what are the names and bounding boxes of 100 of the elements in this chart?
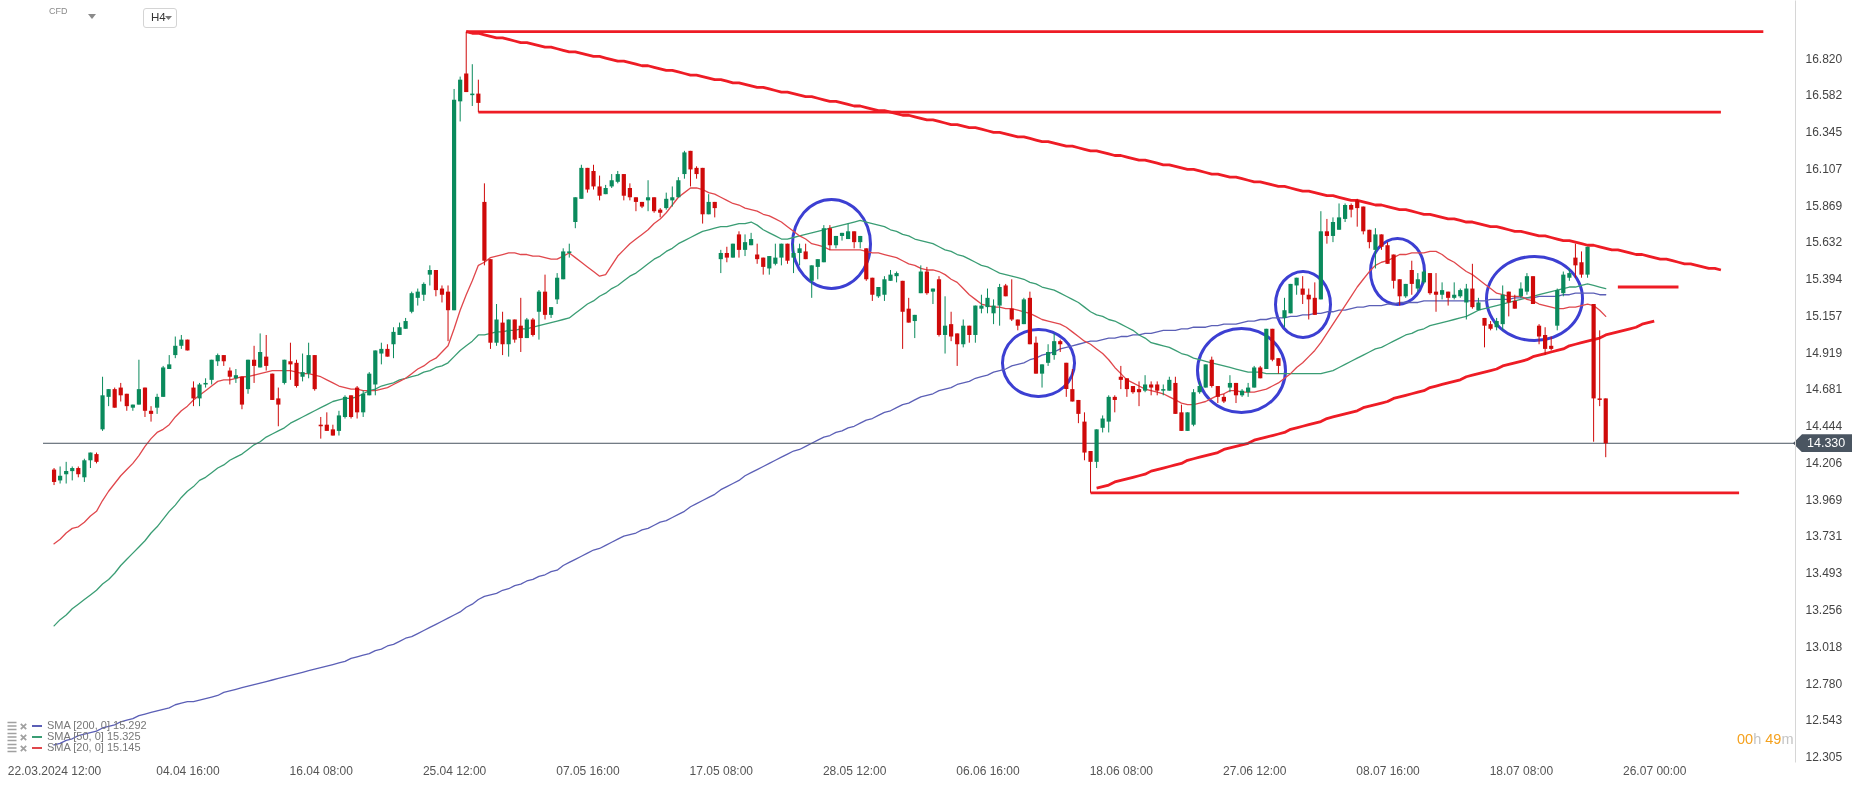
candlestick (512, 319, 517, 344)
candlestick (1561, 271, 1566, 297)
candlestick (324, 411, 329, 432)
candlestick (82, 458, 87, 483)
x-tick-label: 18.06 08:00 (1089, 763, 1154, 778)
x-tick-label: 28.05 12:00 (822, 763, 887, 778)
annotation: H4 (151, 11, 166, 24)
candlestick (645, 179, 651, 212)
candlestick (670, 185, 675, 208)
candlestick (1464, 283, 1469, 320)
x-tick-label: 16.04 08:00 (289, 763, 354, 778)
candlestick (1330, 216, 1336, 243)
candlestick (767, 255, 772, 276)
candlestick (500, 311, 505, 356)
x-tick-label: 04.04 16:00 (156, 763, 220, 778)
candlestick (282, 359, 287, 385)
candlestick (427, 264, 432, 286)
candlestick (433, 269, 439, 297)
candlestick (961, 319, 966, 348)
candlestick (1324, 218, 1330, 245)
y-tick-label: 13.493 (1805, 566, 1843, 581)
candlestick (421, 281, 426, 302)
y-tick-label: 13.018 (1805, 639, 1843, 654)
candlestick (439, 284, 445, 303)
x-tick-label: 26.07 00:00 (1623, 763, 1687, 778)
candlestick (749, 232, 754, 246)
candlestick (949, 311, 954, 342)
candlestick (1524, 272, 1530, 296)
candlestick (724, 246, 729, 263)
candlestick (621, 173, 626, 201)
candlestick (379, 342, 384, 365)
candlestick (1070, 368, 1075, 402)
candlestick (1415, 272, 1420, 293)
candlestick (718, 249, 723, 274)
y-tick-label: 16.582 (1805, 88, 1843, 103)
candlestick (1227, 374, 1233, 393)
candlestick (633, 196, 639, 212)
candlestick (1409, 260, 1414, 296)
x-tick-label: 27.06 12:00 (1222, 763, 1287, 778)
candlestick (445, 284, 451, 342)
y-tick-label: 16.820 (1805, 51, 1843, 66)
candlestick (1373, 227, 1378, 269)
candlestick (1439, 281, 1445, 300)
candlestick (348, 394, 354, 420)
x-tick-label: 06.06 16:00 (956, 763, 1021, 778)
candlestick (997, 283, 1002, 327)
candlestick (773, 243, 778, 266)
candlestick (1136, 380, 1142, 407)
candlestick (797, 243, 802, 266)
candlestick (409, 291, 414, 314)
candlestick (1124, 377, 1129, 398)
candlestick (197, 382, 202, 407)
candlestick (494, 303, 499, 347)
y-tick-label: 14.444 (1805, 419, 1843, 434)
candlestick (924, 266, 929, 296)
candlestick (1179, 404, 1184, 432)
candlestick (300, 353, 305, 382)
x-tick-label: 17.05 08:00 (689, 763, 754, 778)
candlestick (476, 79, 481, 113)
candlestick (918, 264, 923, 294)
y-tick-label: 14.681 (1805, 382, 1843, 397)
y-tick-label: 12.780 (1805, 676, 1843, 691)
candlestick (536, 289, 542, 341)
candlestick (815, 258, 820, 280)
candlestick (148, 405, 154, 423)
candlestick (845, 223, 851, 240)
candlestick (736, 230, 742, 259)
annotation: CFD (49, 6, 68, 16)
y-tick-label: 15.394 (1805, 272, 1843, 287)
y-tick-label: 15.869 (1805, 198, 1843, 213)
candlestick (1039, 363, 1045, 389)
candlestick (1536, 323, 1542, 345)
candlestick (627, 182, 632, 201)
candlestick (1427, 272, 1433, 296)
x-tick-label: 07.05 16:00 (556, 763, 620, 778)
candlestick (1543, 326, 1548, 356)
candlestick (306, 342, 311, 379)
line-series (53, 219, 1607, 627)
candlestick (839, 232, 845, 242)
legend-label: SMA [20, 0] 15.145 (47, 741, 141, 753)
candlestick (1336, 202, 1342, 231)
candlestick (1252, 365, 1257, 389)
candlestick (1597, 329, 1602, 407)
candlestick (1355, 198, 1360, 228)
y-tick-label: 13.256 (1805, 602, 1843, 617)
candlestick (809, 264, 814, 299)
y-tick-label: 15.157 (1805, 308, 1843, 323)
candlestick (555, 272, 560, 305)
x-tick-label: 18.07 08:00 (1489, 763, 1554, 778)
candlestick (136, 359, 142, 406)
candlestick (1300, 275, 1305, 305)
candlestick (542, 274, 548, 320)
candlestick (1433, 272, 1439, 313)
x-tick-label: 22.03.2024 12:00 (7, 763, 102, 778)
candlestick (682, 150, 687, 180)
candlestick (518, 297, 523, 353)
line-series (1095, 319, 1656, 490)
candlestick (251, 345, 257, 384)
y-tick-label: 16.107 (1805, 161, 1843, 176)
x-tick-label: 25.04 12:00 (422, 763, 487, 778)
